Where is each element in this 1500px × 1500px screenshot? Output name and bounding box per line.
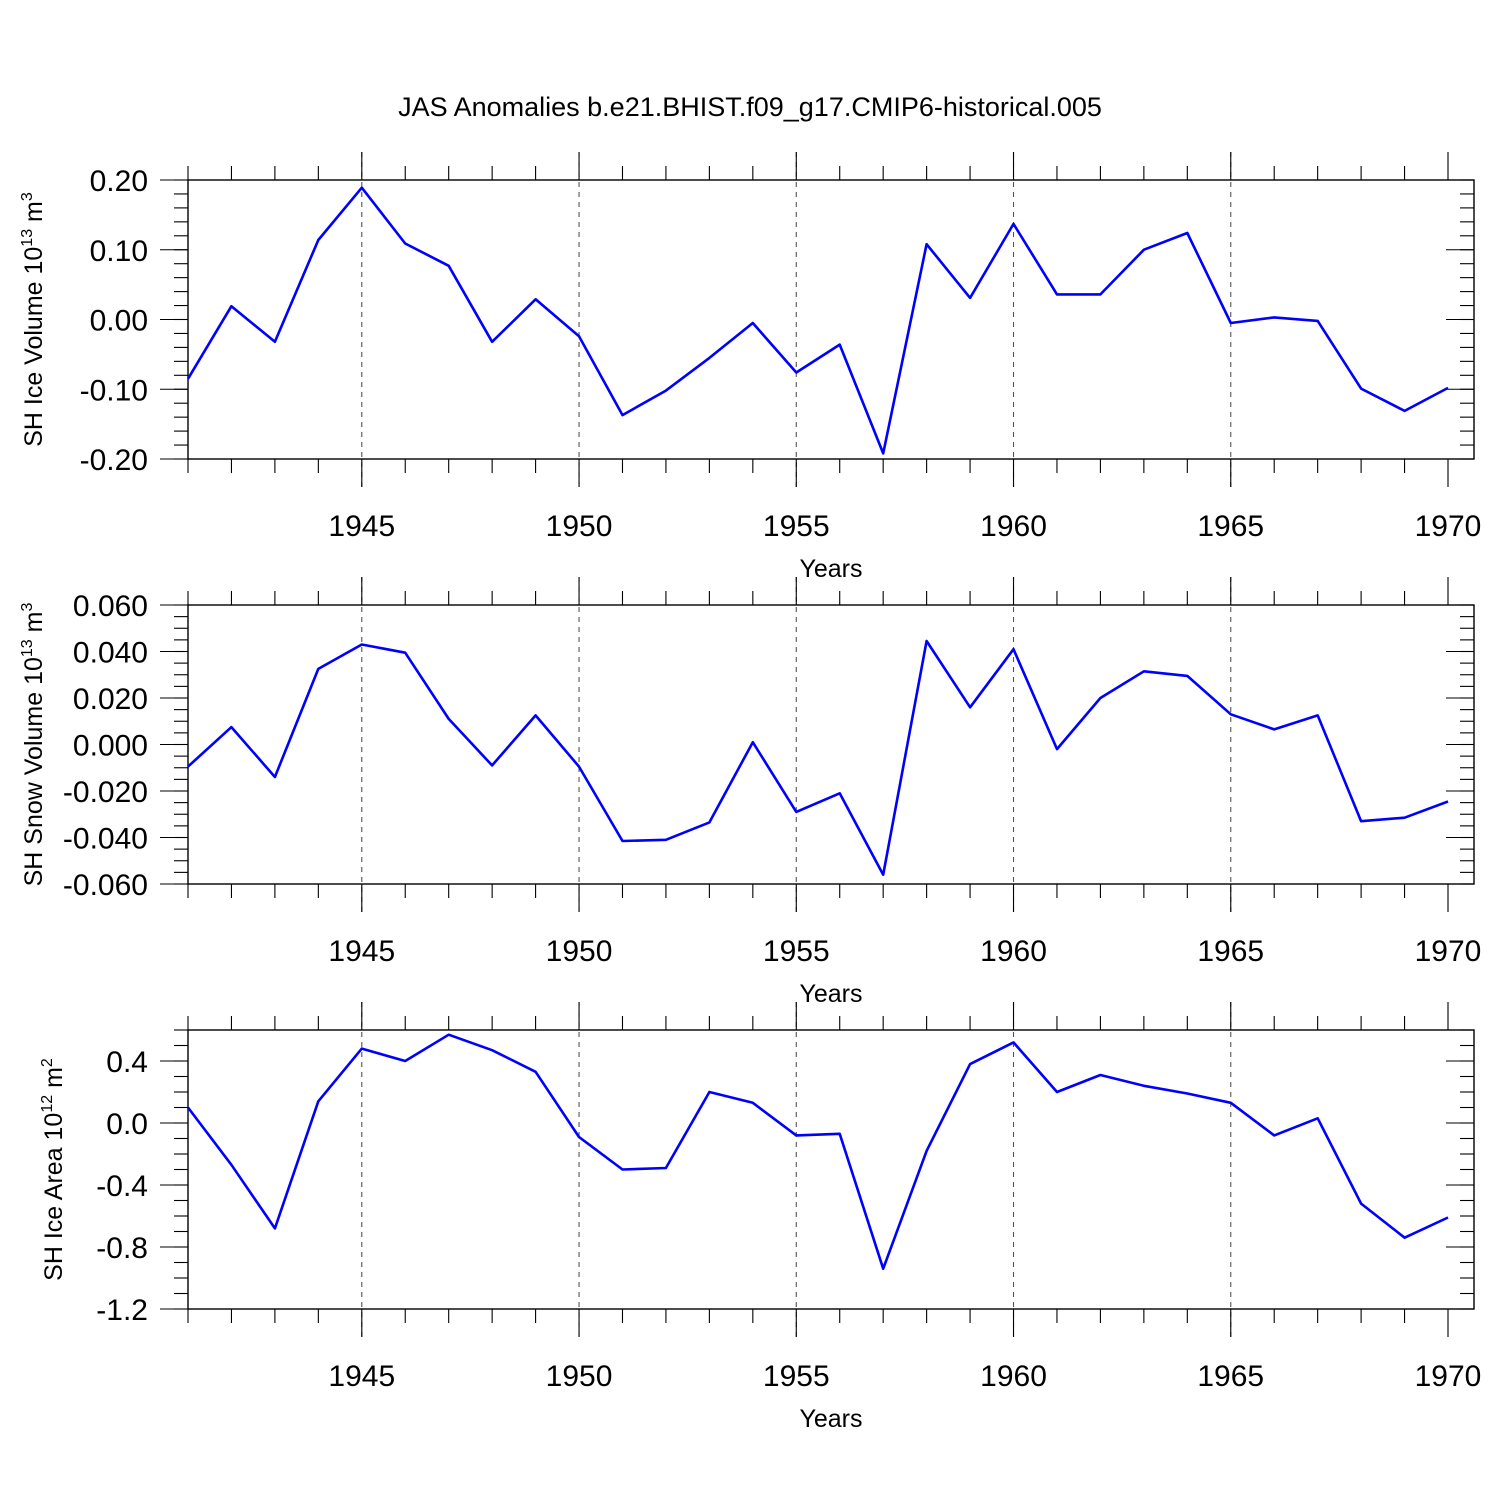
- x-tick-label: 1965: [1197, 935, 1264, 968]
- x-tick-label: 1970: [1415, 1360, 1482, 1393]
- y-tick-label: 0.4: [106, 1046, 148, 1079]
- x-tick-label: 1945: [328, 1360, 395, 1393]
- y-tick-label: -0.060: [63, 869, 148, 902]
- y-tick-label: 0.10: [90, 235, 148, 268]
- x-tick-label: 1955: [763, 935, 830, 968]
- x-tick-label: 1965: [1197, 1360, 1264, 1393]
- x-tick-label: 1950: [546, 510, 613, 543]
- x-tick-label: 1970: [1415, 935, 1482, 968]
- y-tick-label: -0.040: [63, 823, 148, 856]
- x-tick-label: 1955: [763, 510, 830, 543]
- plot-frame: [187, 1029, 1475, 1310]
- y-tick-label: -0.10: [80, 374, 148, 407]
- x-axis-title: Years: [799, 555, 862, 583]
- series-line: [187, 639, 1449, 877]
- x-tick-label: 1950: [546, 935, 613, 968]
- chart-panel-1: 1945 1950 1955 1960 1965 1970 -0.20 -0.10 0.00 0.…: [19, 152, 1481, 583]
- y-tick-label: -0.20: [80, 444, 148, 477]
- y-tick-label: 0.040: [73, 637, 148, 670]
- x-tick-label: 1960: [980, 1360, 1047, 1393]
- x-tick-label: 1955: [763, 1360, 830, 1393]
- y-tick-label: -0.8: [96, 1232, 148, 1265]
- x-tick-label: 1960: [980, 935, 1047, 968]
- y-tick-label: 0.00: [90, 305, 148, 338]
- x-tick-label: 1950: [546, 1360, 613, 1393]
- y-tick-label: 0.020: [73, 683, 148, 716]
- series-line: [186, 186, 1449, 455]
- x-tick-label: 1945: [328, 935, 395, 968]
- chart-panel-3: 1945 1950 1955 1960 1965 1970 -1.2 -0.8 -0.4 0.0 0…: [39, 1002, 1481, 1433]
- x-axis-title: Years: [799, 980, 862, 1008]
- x-tick-label: 1960: [980, 510, 1047, 543]
- y-axis-title: SH Ice Area 1012 m2: [39, 1058, 68, 1281]
- y-tick-label: 0.060: [73, 590, 148, 623]
- y-axis-title: SH Snow Volume 1013 m3: [19, 603, 48, 887]
- y-tick-label: -1.2: [96, 1294, 148, 1327]
- figure-title: JAS Anomalies b.e21.BHIST.f09_g17.CMIP6-…: [398, 92, 1102, 122]
- plot-frame: [187, 179, 1475, 460]
- y-tick-label: -0.4: [96, 1170, 148, 1203]
- series-line: [186, 1033, 1449, 1270]
- x-tick-label: 1970: [1415, 510, 1482, 543]
- y-tick-label: 0.20: [90, 165, 148, 198]
- y-tick-label: 0.0: [106, 1108, 148, 1141]
- x-tick-label: 1945: [328, 510, 395, 543]
- y-axis-title: SH Ice Volume 1013 m3: [19, 192, 48, 447]
- y-tick-label: 0.000: [73, 730, 148, 763]
- y-tick-label: -0.020: [63, 776, 148, 809]
- chart-panel-2: 1945 1950 1955 1960 1965 1970 -0.060 -0.040 -0.0…: [19, 577, 1481, 1008]
- x-tick-label: 1965: [1197, 510, 1264, 543]
- x-axis-title: Years: [799, 1405, 862, 1433]
